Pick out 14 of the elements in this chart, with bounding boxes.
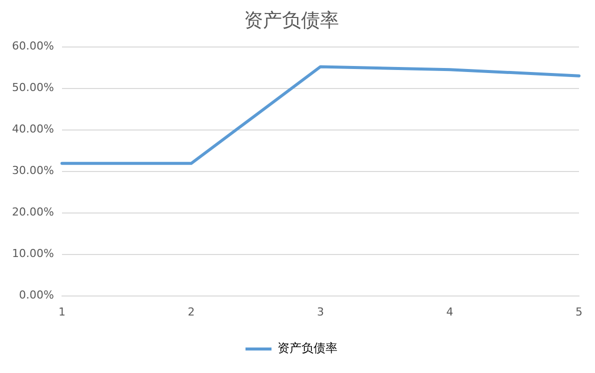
y-tick-label: 60.00%: [12, 40, 54, 53]
y-tick-label: 10.00%: [12, 247, 54, 260]
x-tick-label: 2: [188, 305, 195, 318]
x-tick-label: 4: [446, 305, 454, 318]
legend-label: 资产负债率: [278, 341, 338, 356]
x-tick-label: 5: [576, 305, 582, 318]
chart-title: 资产负债率: [244, 9, 339, 32]
x-tick-label: 3: [316, 305, 324, 318]
x-tick-label: 1: [58, 305, 66, 318]
y-tick-label: 30.00%: [12, 164, 54, 178]
y-tick-label: 20.00%: [12, 206, 54, 219]
y-tick-label: 0.00%: [18, 288, 54, 302]
y-tick-label: 50.00%: [12, 81, 54, 94]
y-tick-label: 40.00%: [12, 122, 54, 136]
